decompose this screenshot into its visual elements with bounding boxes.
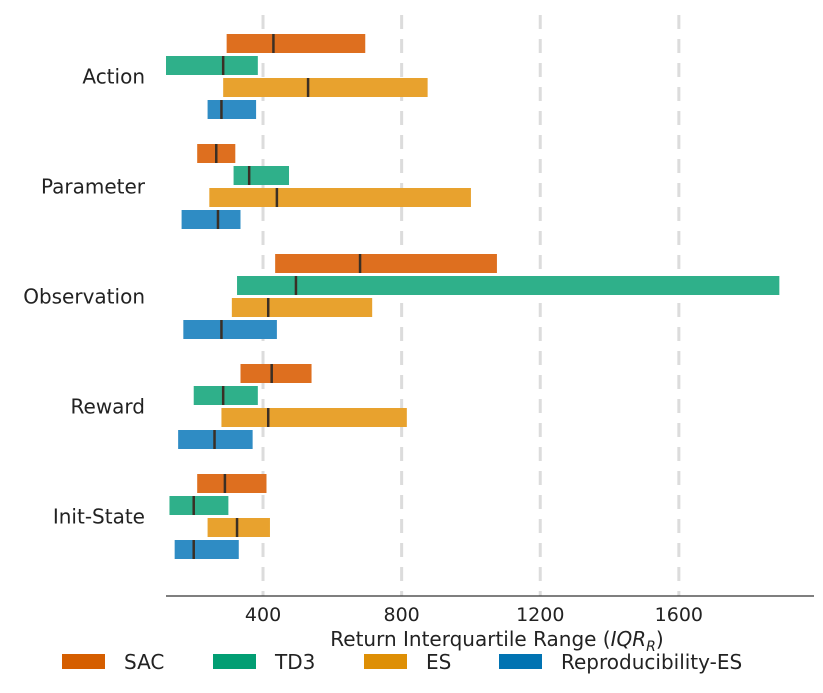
category-label-reward: Reward — [71, 395, 145, 419]
bar-action-reproducibility-es — [207, 100, 257, 119]
x-axis-title: Return Interquartile Range (IQRR) — [330, 627, 663, 655]
legend-label-sac: SAC — [124, 650, 164, 674]
legend: SAC TD3 ES Reproducibility-ES — [62, 650, 742, 674]
bar-reward-es — [221, 408, 407, 427]
bar-parameter-td3 — [233, 166, 290, 185]
bar-action-es — [223, 78, 428, 97]
bar-reward-sac — [240, 364, 312, 383]
x-tick-label-1600: 1600 — [655, 604, 703, 626]
x-tick-label-1200: 1200 — [516, 604, 564, 626]
bar-parameter-reproducibility-es — [181, 210, 241, 229]
legend-swatch-td3 — [213, 654, 256, 669]
legend-label-es: ES — [426, 650, 451, 674]
x-tick-label-800: 800 — [384, 604, 420, 626]
x-axis-title-close: ) — [656, 627, 664, 651]
bar-observation-sac — [275, 254, 497, 273]
bar-init-state-sac — [197, 474, 267, 493]
category-label-parameter: Parameter — [41, 175, 146, 199]
category-label-init-state: Init-State — [53, 505, 145, 529]
bar-reward-td3 — [193, 386, 258, 405]
legend-swatch-es — [364, 654, 407, 669]
bar-init-state-es — [207, 518, 270, 537]
bar-init-state-reproducibility-es — [174, 540, 239, 559]
x-tick-label-400: 400 — [245, 604, 281, 626]
bar-observation-es — [231, 298, 373, 317]
category-labels: Action Parameter Observation Reward Init-Sta… — [23, 65, 146, 529]
bar-observation-td3 — [237, 276, 780, 295]
legend-label-reproducibility-es: Reproducibility-ES — [561, 650, 742, 674]
category-label-action: Action — [82, 65, 145, 89]
bar-init-state-td3 — [169, 496, 229, 515]
category-label-observation: Observation — [23, 285, 145, 309]
x-axis: 400 800 1200 1600 — [166, 595, 814, 626]
bars — [166, 34, 780, 559]
x-axis-title-math: IQR — [611, 627, 647, 651]
bar-observation-reproducibility-es — [183, 320, 277, 339]
bar-action-td3 — [166, 56, 258, 75]
bar-parameter-es — [209, 188, 471, 207]
x-axis-title-text: Return Interquartile Range ( — [330, 627, 610, 651]
median-markers — [192, 34, 362, 559]
legend-label-td3: TD3 — [274, 650, 315, 674]
x-axis-title-subscript: R — [646, 639, 656, 655]
legend-swatch-sac — [62, 654, 105, 669]
bar-action-sac — [226, 34, 366, 53]
legend-swatch-reproducibility-es — [499, 654, 542, 669]
